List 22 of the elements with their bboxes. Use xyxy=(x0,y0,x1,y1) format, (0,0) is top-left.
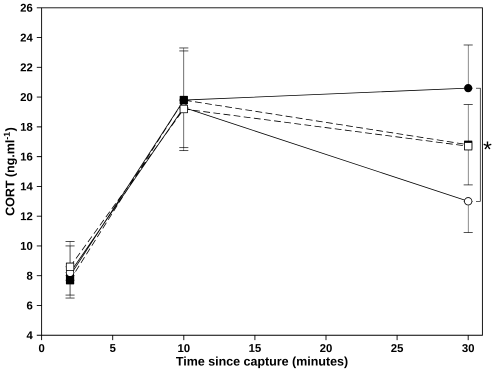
y-tick-label: 10 xyxy=(20,242,32,250)
y-tick-label: 8 xyxy=(26,272,32,280)
y-tick-label: 14 xyxy=(20,182,33,190)
y-tick-label: 12 xyxy=(20,212,32,220)
annotation: * xyxy=(483,142,492,150)
y-tick-label: 16 xyxy=(20,152,32,161)
x-tick-label: 30 xyxy=(462,344,474,352)
y-tick-label: 24 xyxy=(20,34,33,42)
x-tick-label: 25 xyxy=(391,344,404,352)
y-tick-label: 22 xyxy=(20,63,32,72)
y-tick-label: 18 xyxy=(20,122,32,131)
x-tick-label: 15 xyxy=(249,344,261,352)
y-axis-title: CORT (ng.ml$^{-1}$) xyxy=(4,128,17,216)
x-tick-label: 10 xyxy=(178,344,190,352)
y-tick-label: 20 xyxy=(20,93,32,102)
x-axis-title: Time since capture (minutes) xyxy=(176,356,348,368)
y-tick-label: 26 xyxy=(20,4,32,12)
x-tick-label: 5 xyxy=(110,344,116,352)
y-tick-label: 6 xyxy=(26,302,32,310)
x-tick-label: 0 xyxy=(38,344,44,352)
x-tick-label: 20 xyxy=(320,344,332,352)
y-tick-label: 4 xyxy=(26,331,33,340)
